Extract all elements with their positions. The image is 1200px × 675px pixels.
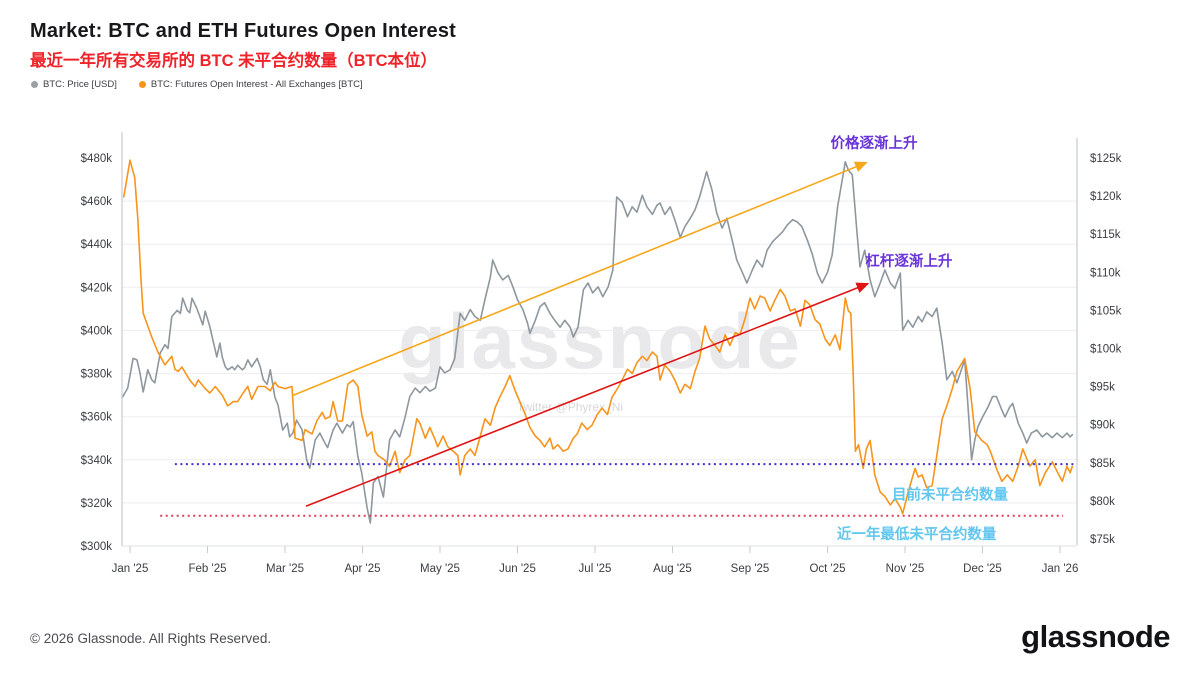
left-axis-tick-label: $340k bbox=[81, 455, 113, 467]
x-axis-tick-label: Jul '25 bbox=[579, 563, 612, 575]
right-axis-tick-label: $90k bbox=[1090, 420, 1115, 432]
legend-item-price: BTC: Price [USD] bbox=[31, 79, 117, 90]
right-axis-tick-label: $85k bbox=[1090, 458, 1115, 470]
right-axis-tick-label: $120k bbox=[1090, 191, 1122, 203]
copyright-text: © 2026 Glassnode. All Rights Reserved. bbox=[30, 631, 272, 646]
leverage-rising-label: 杠杆逐渐上升 bbox=[865, 252, 952, 270]
x-axis-tick-label: Jun '25 bbox=[499, 563, 536, 575]
left-axis-tick-label: $360k bbox=[81, 412, 113, 424]
x-axis-tick-label: Aug '25 bbox=[653, 563, 692, 575]
current-oi-label: 目前未平合约数量 bbox=[892, 485, 1008, 503]
left-axis-tick-label: $300k bbox=[81, 541, 113, 553]
x-axis-tick-label: Jan '25 bbox=[112, 563, 149, 575]
x-axis-tick-label: Jan '26 bbox=[1042, 563, 1079, 575]
x-axis-tick-label: Oct '25 bbox=[809, 563, 845, 575]
price-legend-dot-icon bbox=[31, 81, 38, 88]
page-title: Market: BTC and ETH Futures Open Interes… bbox=[30, 20, 457, 42]
x-axis-tick-label: Dec '25 bbox=[963, 563, 1002, 575]
left-axis-tick-label: $420k bbox=[81, 282, 113, 294]
yearly-low-oi-label: 近一年最低未平合约数量 bbox=[837, 525, 997, 543]
left-axis-tick-label: $320k bbox=[81, 498, 113, 510]
x-axis-tick-label: Feb '25 bbox=[189, 563, 227, 575]
glassnode-logo: glassnode bbox=[1021, 619, 1170, 654]
glassnode-watermark: glassnode bbox=[398, 297, 802, 385]
price-rising-label: 价格逐渐上升 bbox=[831, 134, 918, 152]
x-axis-tick-label: Nov '25 bbox=[886, 563, 925, 575]
legend-open-interest-label: BTC: Futures Open Interest - All Exchang… bbox=[150, 79, 363, 90]
open-interest-legend-dot-icon bbox=[138, 81, 146, 88]
right-axis-tick-label: $80k bbox=[1090, 496, 1115, 508]
legend-item-open-interest: BTC: Futures Open Interest - All Exchang… bbox=[138, 79, 363, 90]
twitter-watermark: Twitter @Phyrex_Ni bbox=[516, 400, 624, 414]
page-subtitle: 最近一年所有交易所的 BTC 未平合约数量（BTC本位） bbox=[30, 52, 437, 70]
x-axis-tick-label: Apr '25 bbox=[344, 563, 380, 575]
x-axis-tick-label: Sep '25 bbox=[731, 563, 770, 575]
legend-price-label: BTC: Price [USD] bbox=[43, 79, 117, 90]
left-axis-tick-label: $440k bbox=[81, 239, 113, 251]
right-axis-tick-label: $115k bbox=[1090, 229, 1121, 241]
legend: BTC: Price [USD] BTC: Futures Open Inter… bbox=[31, 79, 363, 90]
right-axis-tick-label: $110k bbox=[1090, 267, 1121, 279]
right-axis-tick-label: $75k bbox=[1090, 534, 1115, 546]
left-axis-tick-label: $460k bbox=[81, 196, 113, 208]
x-axis-tick-label: May '25 bbox=[420, 563, 460, 575]
right-axis-tick-label: $125k bbox=[1090, 153, 1122, 165]
x-axis-tick-label: Mar '25 bbox=[266, 563, 304, 575]
left-axis-tick-label: $480k bbox=[81, 153, 113, 165]
